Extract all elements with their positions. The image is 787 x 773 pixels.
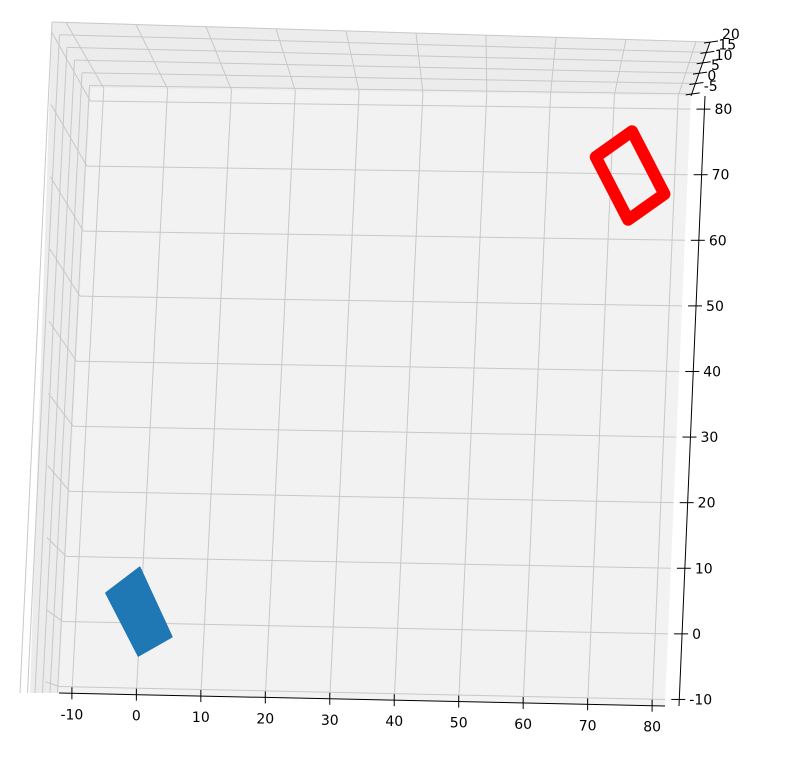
- x-tick-label-3: 20: [256, 711, 274, 727]
- wall-grid-x-7: [550, 37, 557, 95]
- grid-line-z-left-3: [34, 47, 68, 694]
- x-tick-label-6: 50: [450, 716, 468, 732]
- grid-line-y-8: [86, 165, 688, 176]
- wall-grid-x-1: [135, 24, 169, 90]
- wall-grid-y-8: [50, 104, 88, 167]
- grid-line-z-left-5: [19, 21, 53, 694]
- wall-grid-x-9: [677, 41, 697, 96]
- grid-line-y-4: [73, 425, 677, 438]
- floor-pane: [59, 88, 691, 706]
- x-tick-label-2: 10: [192, 710, 210, 726]
- z-tick-0: [685, 92, 700, 96]
- y-tick-label-8: 70: [712, 168, 730, 184]
- x-axis-line: [58, 692, 666, 707]
- grid-line-z-top-4: [59, 34, 707, 53]
- y-tick-label-7: 60: [709, 233, 727, 249]
- x-tick-label-1: 0: [132, 709, 141, 725]
- grid-line-z-top-0: [89, 84, 692, 95]
- y-tick-label-5: 40: [703, 364, 721, 380]
- grid-line-y-7: [83, 230, 685, 241]
- grid-line-y-0: [59, 685, 666, 700]
- wall-grid-x-2: [205, 26, 232, 91]
- grid-line-z-top-1: [81, 72, 696, 85]
- y-tick-label-9: 80: [714, 102, 732, 118]
- grid-line-x-4: [329, 91, 360, 699]
- grid-line-z-top-2: [74, 59, 700, 74]
- z-tick-label-0: -5: [704, 79, 718, 95]
- y-tick-label-6: 50: [706, 299, 724, 315]
- y-tick-label-1: 0: [692, 627, 701, 643]
- wall-grid-x-4: [345, 30, 360, 92]
- grid-line-x-5: [393, 92, 424, 701]
- wall-grid-y-5: [48, 320, 77, 362]
- grid-line-y-5: [76, 360, 680, 372]
- wall-grid-x-0: [65, 22, 105, 89]
- top-wall: [52, 22, 710, 96]
- wall-grid-x-6: [485, 35, 488, 94]
- grid-line-z-left-2: [42, 60, 75, 694]
- wall-grid-y-4: [47, 392, 74, 427]
- z-tick-label-2: 5: [711, 58, 720, 74]
- z-tick-3: [696, 61, 711, 65]
- wall-grid-y-0: [45, 681, 60, 687]
- object-filled-box-0: [105, 566, 173, 657]
- x-tick-label-9: 80: [643, 720, 661, 736]
- grid-line-y-6: [79, 295, 683, 307]
- wall-grid-x-5: [415, 33, 424, 93]
- wall-grid-y-1: [45, 609, 64, 622]
- wall-grid-x-3: [275, 28, 296, 91]
- grid-line-x-9: [651, 95, 679, 706]
- z-tick-label-5: 20: [722, 27, 740, 43]
- grid-line-z-left-1: [49, 72, 83, 694]
- grid-line-y-2: [66, 555, 671, 569]
- x-tick-label-4: 30: [321, 713, 339, 729]
- grid-line-x-3: [264, 90, 296, 698]
- wall-grid-y-7: [49, 176, 84, 232]
- z-tick-1: [689, 82, 704, 86]
- wall-grid-x-8: [613, 39, 627, 96]
- x-tick-label-8: 70: [579, 718, 597, 734]
- grid-line-y-9: [90, 100, 691, 110]
- object-layer: [105, 125, 671, 657]
- grid-line-x-2: [200, 89, 232, 697]
- grid-line-x-0: [71, 88, 105, 694]
- grid-line-z-top-5: [51, 21, 711, 43]
- y-tick-label-0: -10: [689, 692, 712, 708]
- y-tick-label-4: 30: [700, 430, 718, 446]
- y-tick-label-2: 10: [695, 561, 713, 577]
- grid-line-x-7: [522, 94, 552, 703]
- grid-line-z-top-3: [66, 46, 703, 64]
- grid-line-y-3: [69, 490, 674, 504]
- x-tick-label-0: -10: [60, 707, 83, 723]
- z-tick-label-3: 10: [715, 48, 733, 64]
- x-tick-label-5: 40: [385, 714, 403, 730]
- wall-grid-y-6: [49, 248, 81, 297]
- z-axis-line: [690, 41, 711, 97]
- x-tick-label-7: 60: [514, 717, 532, 733]
- z-tick-4: [700, 50, 715, 54]
- y-tick-label-3: 20: [698, 496, 716, 512]
- grid-line-z-left-4: [27, 34, 60, 694]
- object-rectangle-frame-1: [589, 125, 671, 226]
- z-tick-2: [692, 71, 708, 75]
- wall-grid-y-2: [46, 537, 67, 557]
- axis-layer: -10 0 10 20 30 40 50 60 70 80-1001020304050607080…: [58, 27, 740, 736]
- z-tick-5: [703, 40, 719, 44]
- wall-grid-y-3: [47, 465, 71, 492]
- z-tick-label-1: 0: [707, 69, 716, 85]
- grid-line-z-left-0: [57, 85, 90, 694]
- y-axis-line: [678, 95, 706, 707]
- z-tick-label-4: 15: [718, 37, 736, 53]
- grid-line-x-6: [458, 93, 488, 702]
- wall-grid-y-9: [51, 32, 91, 102]
